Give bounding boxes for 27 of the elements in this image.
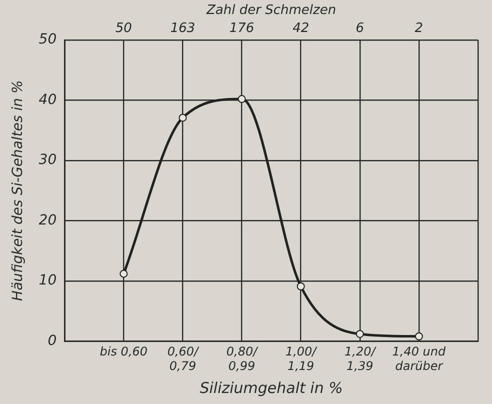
x-tick-label: 1,40 und darüber xyxy=(392,344,446,373)
x-tick-label: 1,20/1,39 xyxy=(344,344,378,373)
y-tick-label: 0 xyxy=(48,332,57,349)
text: 163 xyxy=(170,20,196,36)
x-tick-label: 1,00/1,19 xyxy=(285,344,318,373)
text: 50 xyxy=(115,20,132,36)
x-axis-title: Siliziumgehalt in % xyxy=(200,378,343,397)
y-tick-label: 40 xyxy=(38,92,57,108)
text: 6 xyxy=(356,20,364,36)
text: 42 xyxy=(292,20,310,36)
x2-axis-title: Zahl der Schmelzen xyxy=(206,2,336,18)
x-tick-label: 0,80/0,99 xyxy=(226,344,260,373)
text: 2 xyxy=(414,20,424,36)
point xyxy=(120,270,128,278)
y-tick-label: 10 xyxy=(38,272,57,289)
x-tick-label: bis 0,60 xyxy=(100,344,148,359)
y-tick-label: 50 xyxy=(38,32,57,48)
y-tick-label: 30 xyxy=(38,152,57,168)
point xyxy=(178,114,187,122)
x-tick-label: 0,60/0,79 xyxy=(167,344,200,373)
text: 176 xyxy=(229,20,254,36)
point xyxy=(356,330,364,338)
point xyxy=(414,332,423,340)
point xyxy=(296,282,305,290)
y-tick-label: 20 xyxy=(38,212,57,228)
y-axis-title: Häufigkeit des Si-Gehaltes in % xyxy=(10,80,26,301)
point xyxy=(238,95,246,104)
